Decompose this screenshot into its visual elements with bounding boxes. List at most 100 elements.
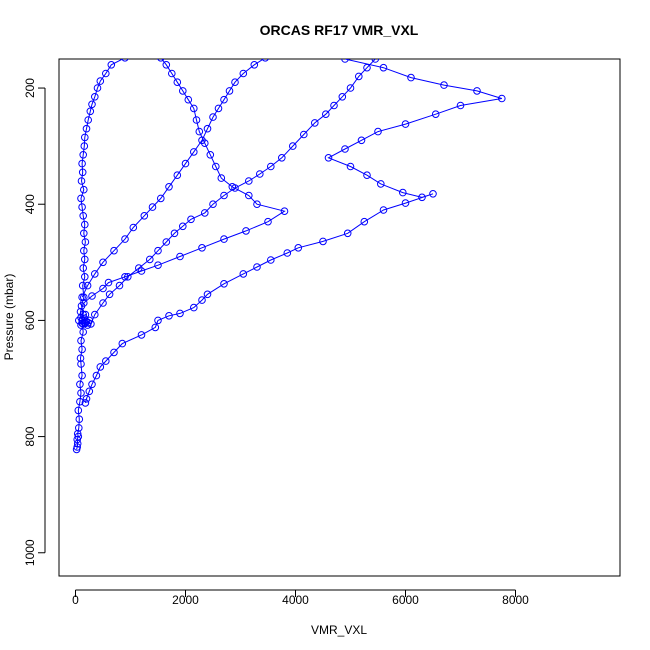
data-point [146, 255, 154, 264]
x-tick-label: 4000 [282, 593, 309, 607]
data-point [99, 284, 107, 293]
series-line [80, 59, 376, 326]
data-point [319, 237, 327, 246]
data-point [81, 255, 89, 264]
data-point [231, 78, 239, 86]
data-point [162, 238, 171, 246]
data-point [78, 203, 86, 211]
data-point [86, 107, 95, 116]
data-point [431, 110, 440, 118]
data-point [176, 252, 184, 261]
data-point [401, 120, 410, 128]
data-point [121, 59, 129, 62]
data-point [201, 209, 209, 217]
data-point [300, 130, 308, 139]
data-point [74, 432, 83, 441]
data-point [76, 397, 84, 406]
data-point [407, 73, 415, 82]
data-point [88, 292, 96, 300]
data-point [190, 303, 198, 312]
data-point [267, 162, 275, 171]
data-point [187, 215, 195, 224]
data-point [165, 183, 173, 191]
data-point [346, 84, 355, 92]
data-point [429, 190, 437, 198]
data-point [399, 188, 407, 197]
data-point [79, 212, 87, 220]
x-axis: 0 2000 4000 6000 8000 [72, 589, 529, 607]
data-point [324, 154, 333, 162]
data-point [203, 124, 212, 133]
y-tick-label: 800 [23, 426, 37, 446]
data-point [77, 177, 86, 185]
data-point [181, 159, 190, 168]
data-point [440, 81, 448, 89]
data-point [261, 59, 269, 62]
y-tick-label: 400 [23, 194, 37, 214]
data-point [81, 133, 89, 142]
data-point [82, 124, 91, 133]
data-point [212, 162, 220, 171]
data-point [173, 78, 182, 86]
data-point [341, 145, 349, 153]
data-point [77, 389, 85, 397]
data-point [81, 273, 89, 281]
data-point [154, 246, 162, 255]
data-point [73, 429, 82, 438]
data-point [343, 229, 352, 238]
data-point [148, 203, 157, 211]
series-line [84, 59, 502, 404]
data-point [330, 101, 338, 110]
data-point [322, 110, 330, 118]
data-point [250, 61, 259, 69]
data-point [99, 299, 107, 307]
data-point [87, 320, 95, 328]
y-axis: 200 400 600 800 1000 [23, 78, 46, 566]
data-point [374, 127, 382, 136]
data-point [107, 61, 116, 69]
x-tick-label: 8000 [502, 593, 529, 607]
data-point [198, 136, 206, 145]
data-point [84, 116, 92, 124]
data-point [83, 281, 92, 290]
data-point [363, 171, 371, 179]
data-point [338, 93, 347, 101]
data-point [154, 316, 162, 325]
data-point [93, 84, 102, 92]
data-point [498, 94, 506, 103]
data-point [91, 310, 99, 319]
data-point [267, 256, 275, 264]
data-point [198, 244, 206, 252]
data-point [110, 246, 118, 255]
data-point [360, 217, 369, 226]
data-point [76, 307, 85, 316]
data-point [231, 184, 239, 192]
data-point [283, 249, 292, 257]
data-point [209, 113, 217, 121]
data-point [88, 380, 96, 389]
data-point [157, 194, 165, 203]
data-point [124, 273, 132, 281]
data-point [81, 220, 89, 229]
data-point [289, 142, 297, 150]
data-point [456, 101, 465, 110]
data-point [121, 235, 129, 243]
data-point [379, 206, 388, 214]
data-point [278, 154, 286, 162]
data-point [184, 95, 193, 104]
data-point [355, 72, 363, 81]
data-point [110, 348, 118, 357]
data-point [77, 336, 85, 345]
data-point [75, 424, 83, 432]
x-tick-label: 2000 [172, 593, 199, 607]
data-point [379, 63, 388, 72]
data-point [357, 136, 366, 145]
data-point [341, 59, 349, 63]
data-point [79, 151, 87, 159]
data-point [79, 328, 87, 336]
data-point [294, 244, 303, 252]
x-tick-label: 0 [72, 593, 79, 607]
data-point [85, 387, 94, 396]
data-point [346, 162, 355, 171]
data-point [77, 360, 85, 368]
